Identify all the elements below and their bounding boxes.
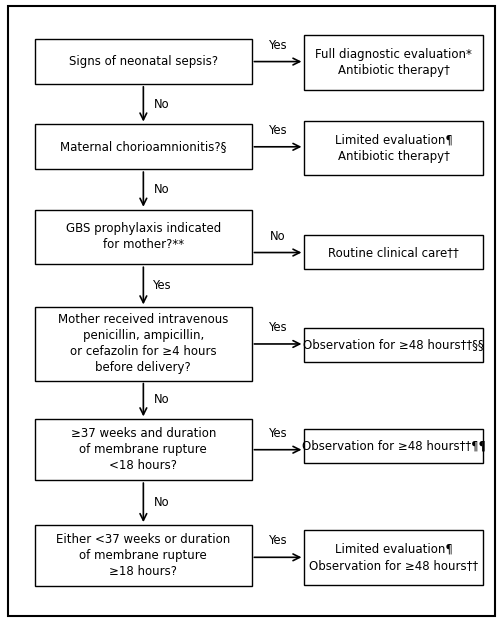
FancyBboxPatch shape (35, 307, 252, 381)
Text: Limited evaluation¶
Antibiotic therapy†: Limited evaluation¶ Antibiotic therapy† (334, 134, 453, 162)
FancyBboxPatch shape (8, 6, 495, 616)
Text: GBS prophylaxis indicated
for mother?**: GBS prophylaxis indicated for mother?** (66, 223, 221, 251)
Text: No: No (153, 394, 169, 406)
FancyBboxPatch shape (304, 121, 483, 175)
Text: Signs of neonatal sepsis?: Signs of neonatal sepsis? (69, 55, 218, 68)
Text: Limited evaluation¶
Observation for ≥48 hours††: Limited evaluation¶ Observation for ≥48 … (309, 543, 478, 572)
Text: Yes: Yes (269, 39, 287, 52)
Text: Either <37 weeks or duration
of membrane rupture
≥18 hours?: Either <37 weeks or duration of membrane… (56, 533, 230, 578)
Text: Yes: Yes (153, 279, 172, 292)
FancyBboxPatch shape (304, 35, 483, 90)
Text: Routine clinical care††: Routine clinical care†† (328, 246, 459, 259)
Text: Yes: Yes (269, 124, 287, 137)
Text: No: No (153, 496, 169, 509)
FancyBboxPatch shape (35, 210, 252, 264)
FancyBboxPatch shape (304, 235, 483, 269)
Text: Yes: Yes (269, 427, 287, 440)
Text: ≥37 weeks and duration
of membrane rupture
<18 hours?: ≥37 weeks and duration of membrane ruptu… (70, 427, 216, 472)
Text: Observation for ≥48 hours††¶¶: Observation for ≥48 hours††¶¶ (302, 440, 485, 453)
FancyBboxPatch shape (35, 419, 252, 480)
FancyBboxPatch shape (304, 429, 483, 463)
Text: Full diagnostic evaluation*
Antibiotic therapy†: Full diagnostic evaluation* Antibiotic t… (315, 49, 472, 77)
FancyBboxPatch shape (35, 525, 252, 586)
FancyBboxPatch shape (304, 328, 483, 362)
FancyBboxPatch shape (35, 124, 252, 169)
Text: Yes: Yes (269, 534, 287, 547)
Text: No: No (153, 98, 169, 111)
Text: Yes: Yes (269, 321, 287, 334)
Text: No: No (270, 230, 286, 243)
FancyBboxPatch shape (35, 39, 252, 84)
FancyBboxPatch shape (304, 530, 483, 585)
Text: Observation for ≥48 hours††§§: Observation for ≥48 hours††§§ (303, 338, 484, 351)
Text: Mother received intravenous
penicillin, ampicillin,
or cefazolin for ≥4 hours
be: Mother received intravenous penicillin, … (58, 313, 228, 374)
Text: No: No (153, 183, 169, 196)
Text: Maternal chorioamnionitis?§: Maternal chorioamnionitis?§ (60, 141, 226, 153)
